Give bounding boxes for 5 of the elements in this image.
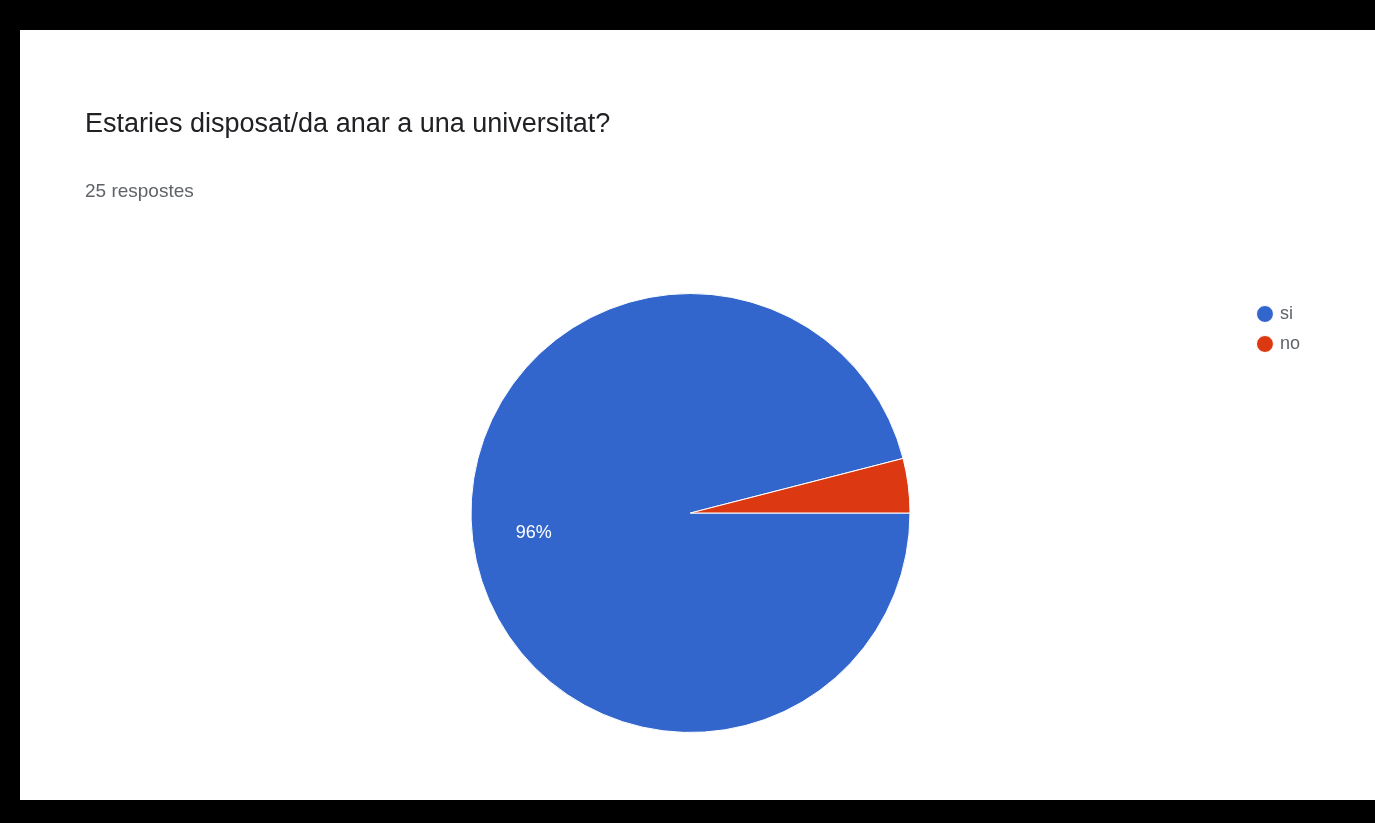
data-label: 96% [515,521,552,542]
legend-label: no [1279,332,1301,353]
chart-title: Estaries disposat/da anar a una universitat? [85,108,611,139]
legend-label: si [1279,302,1293,323]
text: 25 respostes [85,180,194,202]
